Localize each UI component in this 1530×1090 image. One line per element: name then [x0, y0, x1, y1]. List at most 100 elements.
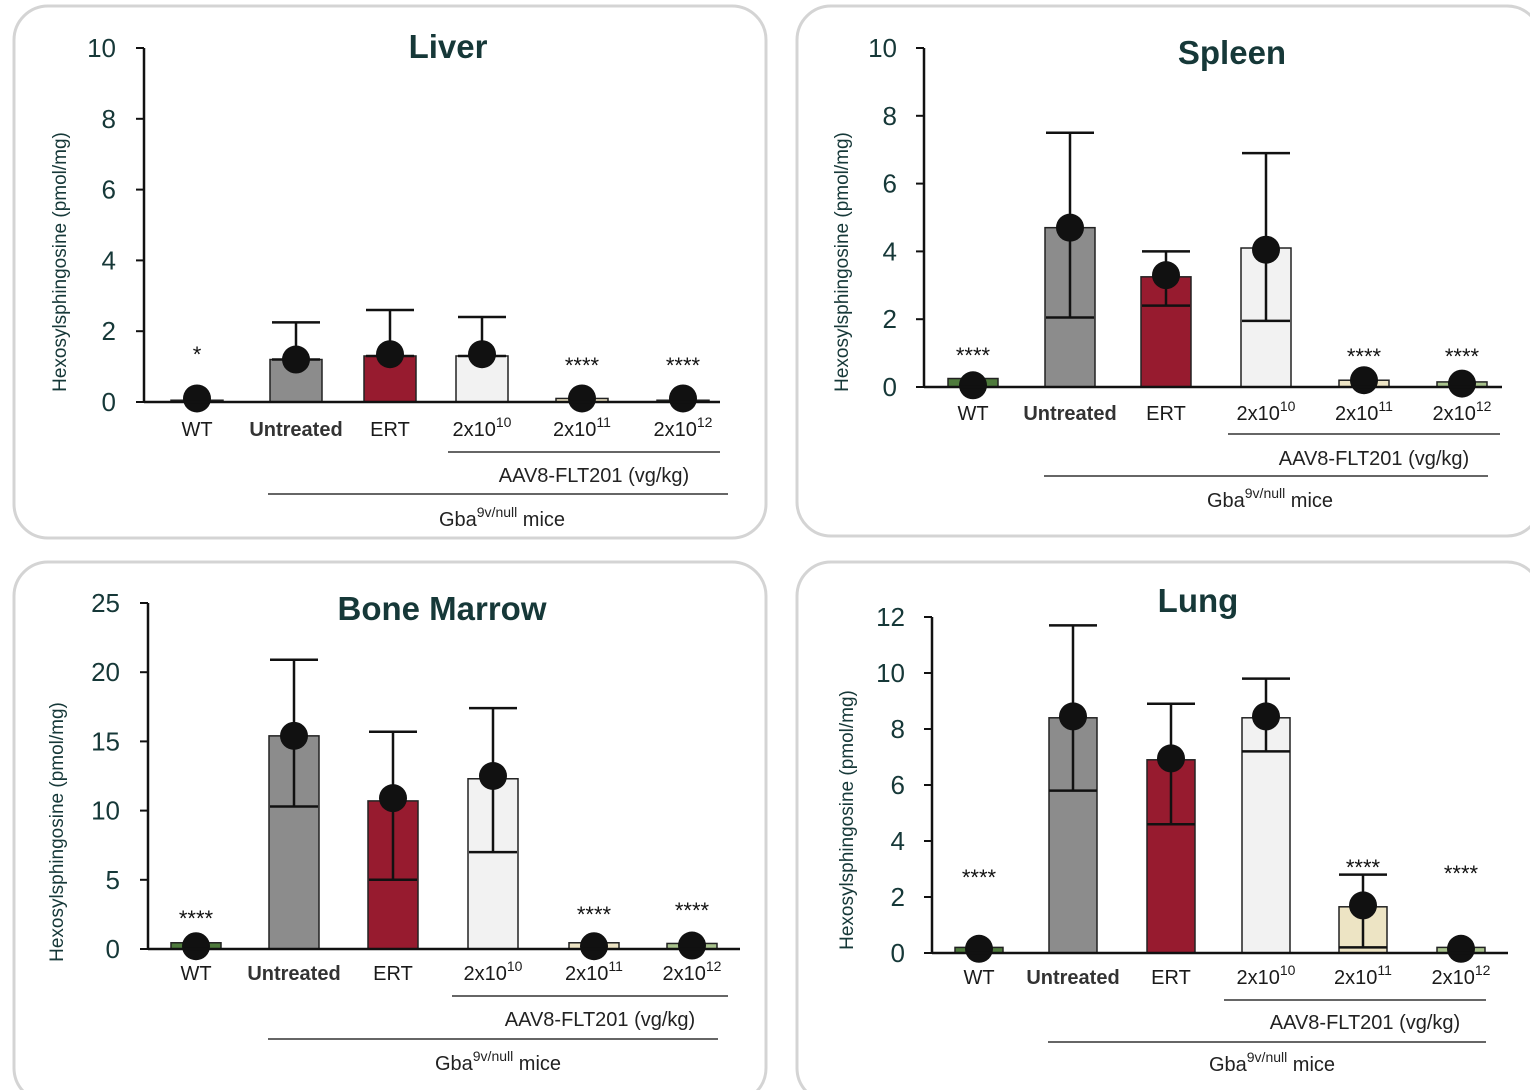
mean-point — [183, 384, 211, 413]
dose-base: 2x10 — [663, 963, 706, 985]
x-category-label: Untreated — [249, 419, 342, 441]
mean-point — [468, 340, 496, 369]
dose-exponent: 10 — [1280, 962, 1296, 978]
mean-point — [580, 932, 608, 961]
y-tick-label: 10 — [87, 33, 116, 63]
dose-exponent: 11 — [608, 958, 623, 974]
mice-label-sup: 9v/null — [1247, 1049, 1287, 1065]
dose-base: 2x10 — [453, 419, 496, 441]
dose-exponent: 11 — [596, 414, 611, 430]
y-tick-label: 20 — [91, 657, 120, 687]
chart-title: Spleen — [1178, 34, 1286, 71]
y-tick-label: 10 — [91, 796, 120, 826]
x-category-label: 2x1012 — [663, 958, 722, 985]
dose-exponent: 12 — [697, 414, 713, 430]
dose-base: 2x10 — [1335, 403, 1378, 425]
mean-point — [282, 345, 310, 374]
x-category-label: 2x1012 — [1432, 962, 1491, 989]
mean-point — [1059, 702, 1087, 731]
y-tick-label: 0 — [106, 934, 120, 964]
mean-point — [669, 384, 697, 413]
y-tick-label: 2 — [883, 304, 897, 334]
y-tick-label: 6 — [891, 770, 905, 800]
x-category-label: 2x1011 — [1334, 962, 1392, 989]
dose-exponent: 12 — [1475, 962, 1491, 978]
y-tick-label: 6 — [102, 175, 116, 205]
y-tick-label: 0 — [891, 938, 905, 968]
mice-label-sup: 9v/null — [477, 504, 517, 520]
significance-label: **** — [179, 906, 214, 931]
dose-base: 2x10 — [654, 419, 697, 441]
dose-exponent: 12 — [706, 958, 722, 974]
x-category-label: 2x1011 — [1335, 398, 1393, 425]
x-category-label: 2x1012 — [654, 414, 713, 441]
significance-label: **** — [1347, 344, 1382, 369]
mice-label-base: Gba — [435, 1053, 474, 1075]
dose-base: 2x10 — [1237, 403, 1280, 425]
x-category-label: Untreated — [1026, 967, 1119, 989]
mice-label-base: Gba — [1207, 490, 1246, 512]
y-tick-label: 0 — [883, 372, 897, 402]
y-tick-label: 10 — [876, 658, 905, 688]
x-category-label: WT — [963, 967, 994, 989]
y-tick-label: 4 — [883, 236, 897, 266]
x-category-label: ERT — [373, 963, 413, 985]
significance-label: **** — [956, 343, 991, 368]
mice-label-sup: 9v/null — [473, 1048, 513, 1064]
x-category-label: 2x1011 — [553, 414, 611, 441]
chart-panel-liver: Liver Hexosylsphingosine (pmol/mg) * WT Untr… — [12, 4, 768, 540]
y-tick-label: 5 — [106, 865, 120, 895]
mice-group-label: Gba9v/null mice — [1207, 485, 1333, 512]
mean-point — [568, 384, 596, 413]
y-tick-label: 25 — [91, 588, 120, 618]
mean-point — [379, 784, 407, 813]
aav-group-label: AAV8-FLT201 (vg/kg) — [1279, 448, 1469, 470]
mean-point — [280, 721, 308, 750]
chart-title: Bone Marrow — [337, 590, 546, 627]
x-category-label: ERT — [1146, 403, 1186, 425]
chart-title: Liver — [409, 28, 488, 65]
y-tick-label: 10 — [868, 33, 897, 63]
mean-point — [959, 371, 987, 400]
x-category-label: 2x1010 — [464, 958, 523, 985]
y-tick-label: 12 — [876, 602, 905, 632]
y-axis-label: Hexosylsphingosine (pmol/mg) — [47, 702, 68, 962]
mean-point — [1152, 261, 1180, 290]
x-category-label: 2x1010 — [1237, 962, 1296, 989]
mean-point — [965, 934, 993, 963]
mean-point — [1252, 702, 1280, 731]
significance-label: * — [193, 342, 202, 367]
y-tick-label: 8 — [883, 101, 897, 131]
x-category-label: Untreated — [247, 963, 340, 985]
dose-exponent: 12 — [1476, 398, 1492, 414]
x-category-label: ERT — [1151, 967, 1191, 989]
mean-point — [182, 932, 210, 961]
aav-group-label: AAV8-FLT201 (vg/kg) — [1270, 1012, 1460, 1034]
x-category-label: 2x1010 — [1237, 398, 1296, 425]
dose-base: 2x10 — [1432, 967, 1475, 989]
y-tick-label: 2 — [102, 316, 116, 346]
dose-base: 2x10 — [464, 963, 507, 985]
y-tick-label: 0 — [102, 387, 116, 417]
dose-base: 2x10 — [553, 419, 596, 441]
significance-label: **** — [1445, 344, 1480, 369]
chart-panel-spleen: Spleen Hexosylsphingosine (pmol/mg) **** WT… — [795, 4, 1530, 538]
mean-point — [1157, 744, 1185, 773]
mice-label-tail: mice — [517, 509, 565, 531]
dose-exponent: 10 — [496, 414, 512, 430]
significance-label: **** — [666, 353, 701, 378]
panel-frame — [12, 4, 768, 540]
y-tick-label: 4 — [891, 826, 905, 856]
x-category-label: WT — [181, 419, 212, 441]
x-category-label: WT — [957, 403, 988, 425]
mean-point — [1056, 213, 1084, 242]
significance-label: **** — [577, 902, 612, 927]
mice-group-label: Gba9v/null mice — [435, 1048, 561, 1075]
mice-label-base: Gba — [439, 509, 478, 531]
significance-label: **** — [565, 353, 600, 378]
aav-group-label: AAV8-FLT201 (vg/kg) — [505, 1009, 695, 1031]
chart-panel-bone-marrow: Bone Marrow Hexosylsphingosine (pmol/mg) *… — [12, 560, 768, 1090]
y-tick-label: 8 — [891, 714, 905, 744]
dose-base: 2x10 — [565, 963, 608, 985]
